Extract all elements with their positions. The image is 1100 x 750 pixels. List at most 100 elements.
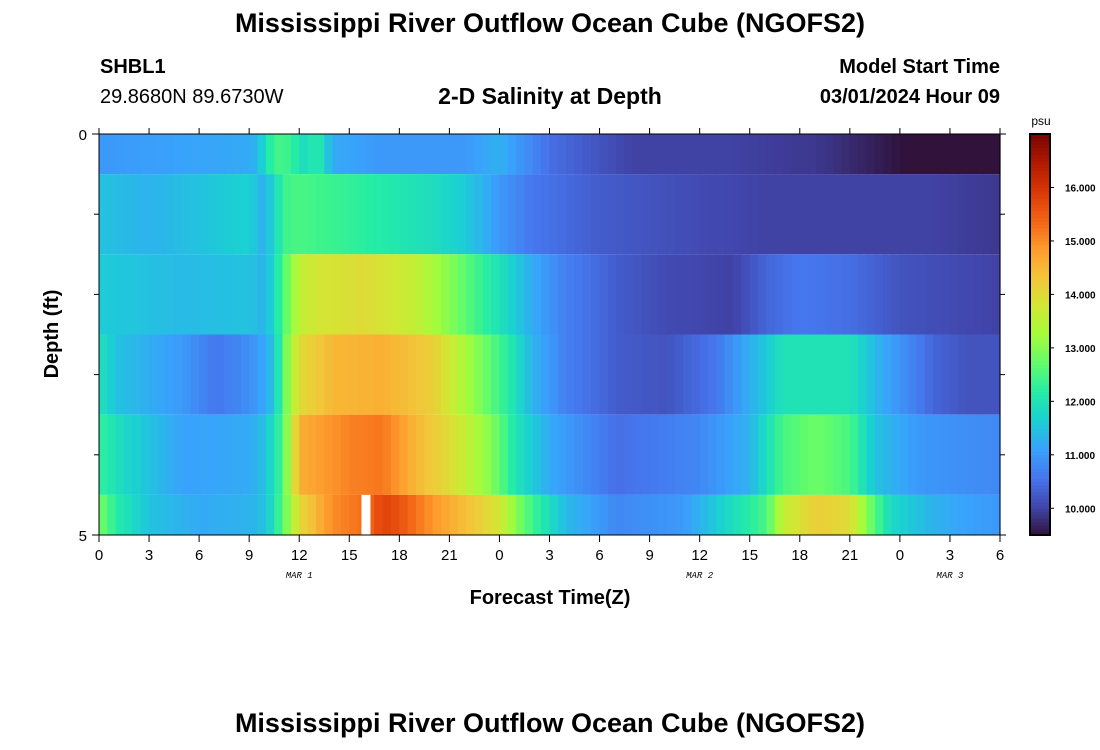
heatmap-cell xyxy=(766,254,776,335)
x-tick-label: 3 xyxy=(145,547,153,564)
colorbar-segment xyxy=(1030,428,1050,433)
heatmap-cell xyxy=(958,254,968,335)
heatmap-cell xyxy=(432,254,442,335)
heatmap-cell xyxy=(758,414,767,495)
heatmap-cell xyxy=(140,134,150,175)
colorbar-segment xyxy=(1030,391,1050,396)
heatmap-cell xyxy=(257,414,267,495)
heatmap-cell xyxy=(682,334,692,415)
heatmap-cell xyxy=(833,174,843,255)
heatmap-cell xyxy=(449,254,459,335)
heatmap-cell xyxy=(324,174,334,255)
heatmap-cell xyxy=(432,334,442,415)
colorbar-segment xyxy=(1030,351,1050,356)
heatmap-cell xyxy=(741,494,751,535)
heatmap-cell xyxy=(315,134,325,175)
heatmap-cell xyxy=(416,494,425,535)
heatmap-cell xyxy=(958,414,968,495)
heatmap-cell xyxy=(899,414,909,495)
heatmap-cell xyxy=(441,134,450,175)
heatmap-cell xyxy=(949,254,959,335)
heatmap-cell xyxy=(549,494,559,535)
heatmap-cell xyxy=(883,174,893,255)
heatmap-cell xyxy=(207,494,217,535)
heatmap-cell xyxy=(416,254,425,335)
heatmap-cell xyxy=(449,174,459,255)
heatmap-cell xyxy=(699,134,709,175)
heatmap-cell xyxy=(349,334,359,415)
heatmap-cell xyxy=(215,414,225,495)
heatmap-cell xyxy=(791,414,801,495)
heatmap-cell xyxy=(390,134,400,175)
heatmap-cell xyxy=(357,134,367,175)
heatmap-cell xyxy=(157,134,167,175)
heatmap-cell xyxy=(541,174,551,255)
heatmap-cell xyxy=(916,254,926,335)
x-tick-label: 15 xyxy=(341,547,358,564)
station-coordinates: 29.8680N 89.6730W xyxy=(100,86,284,108)
heatmap-cell xyxy=(724,334,734,415)
heatmap-cell xyxy=(290,494,300,535)
heatmap-cell xyxy=(958,174,968,255)
heatmap-cell xyxy=(866,134,876,175)
colorbar-segment xyxy=(1030,458,1050,463)
heatmap-cell xyxy=(524,414,534,495)
heatmap-cell xyxy=(416,174,425,255)
heatmap-cell xyxy=(632,174,642,255)
heatmap-cell xyxy=(724,254,734,335)
heatmap-cell xyxy=(390,414,400,495)
date-label: MAR 3 xyxy=(936,571,964,581)
heatmap-cell xyxy=(808,134,818,175)
heatmap-cell xyxy=(115,414,125,495)
heatmap-cell xyxy=(140,174,150,255)
heatmap-cell xyxy=(766,414,776,495)
heatmap-cell xyxy=(491,254,501,335)
heatmap-cell xyxy=(240,254,250,335)
heatmap-cell xyxy=(174,494,184,535)
heatmap-cell xyxy=(399,254,409,335)
heatmap-cell xyxy=(449,414,459,495)
heatmap-cell xyxy=(140,254,150,335)
colorbar-segment xyxy=(1030,337,1050,342)
heatmap-cell xyxy=(449,334,459,415)
colorbar-segment xyxy=(1030,164,1050,169)
heatmap-cell xyxy=(708,334,717,415)
heatmap-cell xyxy=(240,414,250,495)
heatmap-cell xyxy=(816,414,826,495)
heatmap-cell xyxy=(833,134,843,175)
heatmap-cell xyxy=(774,134,784,175)
colorbar-segment xyxy=(1030,531,1050,536)
heatmap-cell xyxy=(382,134,392,175)
heatmap-cell xyxy=(657,334,667,415)
heatmap-cell xyxy=(524,254,534,335)
heatmap-cell xyxy=(374,334,384,415)
heatmap-cell xyxy=(466,254,476,335)
heatmap-cell xyxy=(190,334,200,415)
heatmap-cell xyxy=(257,334,267,415)
heatmap-cell xyxy=(808,494,818,535)
heatmap-cell xyxy=(816,494,826,535)
colorbar-segment xyxy=(1030,524,1050,529)
colorbar-segment xyxy=(1030,421,1050,426)
heatmap-cell xyxy=(574,494,584,535)
heatmap-cell xyxy=(199,414,209,495)
heatmap-cell xyxy=(107,254,117,335)
heatmap-cell xyxy=(257,254,267,335)
heatmap-cell xyxy=(299,414,309,495)
heatmap-cell xyxy=(874,174,884,255)
heatmap-cell xyxy=(374,134,384,175)
heatmap-cell xyxy=(499,494,509,535)
heatmap-cell xyxy=(657,254,667,335)
heatmap-cell xyxy=(799,134,809,175)
colorbar-segment xyxy=(1030,441,1050,446)
heatmap-cell xyxy=(949,414,959,495)
heatmap-cell xyxy=(666,254,676,335)
heatmap-cell xyxy=(783,134,793,175)
y-tick-label: 0 xyxy=(79,127,87,144)
heatmap-cell xyxy=(774,494,784,535)
heatmap-cell xyxy=(924,414,934,495)
heatmap-cell xyxy=(891,254,901,335)
colorbar-segment xyxy=(1030,347,1050,352)
heatmap-cell xyxy=(733,494,742,535)
heatmap-cell xyxy=(791,134,801,175)
